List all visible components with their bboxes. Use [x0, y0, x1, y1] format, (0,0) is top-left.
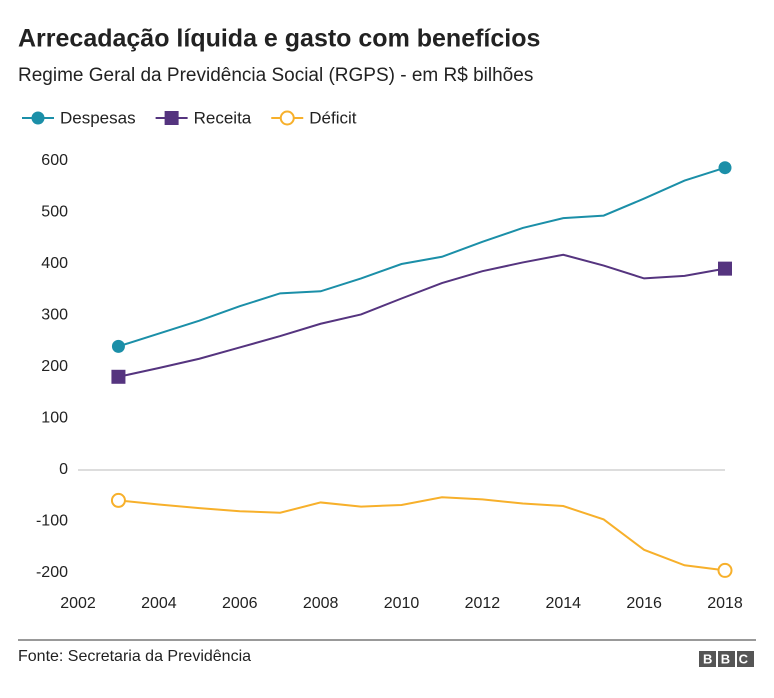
- logo-box: [718, 651, 735, 667]
- series-line: [118, 253, 726, 378]
- x-tick-label: 2010: [384, 595, 420, 612]
- marker: [718, 161, 732, 175]
- x-tick-label: 2004: [141, 595, 177, 612]
- x-tick-label: 2008: [303, 595, 339, 612]
- logo-text: BBC: [703, 651, 756, 666]
- y-tick-label: 100: [41, 410, 68, 427]
- x-tick-label: 2018: [707, 595, 743, 612]
- legend-label: Receita: [194, 108, 252, 127]
- x-tick-label: 2016: [626, 595, 662, 612]
- marker: [279, 110, 295, 126]
- y-tick-label: -200: [36, 564, 68, 581]
- legend-item: Déficit: [271, 108, 357, 127]
- y-tick-label: 200: [41, 358, 68, 375]
- series-line: [118, 166, 726, 348]
- x-tick-label: 2014: [545, 595, 581, 612]
- marker: [717, 562, 733, 578]
- legend-label: Despesas: [60, 108, 136, 127]
- logo-box: [699, 651, 716, 667]
- y-tick-label: 0: [59, 461, 68, 478]
- legend-item: Receita: [155, 108, 252, 127]
- y-tick-label: 500: [41, 204, 68, 221]
- x-tick-label: 2002: [60, 595, 96, 612]
- source: Fonte: Secretaria da Previdência: [18, 648, 251, 665]
- chart-title: Arrecadação líquida e gasto com benefíci…: [18, 25, 540, 53]
- logo: BBC: [699, 651, 756, 667]
- logo-box: [737, 651, 754, 667]
- y-tick-label: 600: [41, 152, 68, 169]
- y-tick-label: -100: [36, 513, 68, 530]
- legend-item: Despesas: [22, 108, 136, 127]
- marker: [31, 111, 45, 125]
- legend-label: Déficit: [309, 108, 357, 127]
- x-tick-label: 2006: [222, 595, 258, 612]
- marker: [111, 339, 125, 353]
- marker: [718, 261, 732, 276]
- y-tick-label: 400: [41, 255, 68, 272]
- y-tick-label: 300: [41, 307, 68, 324]
- chart-subtitle: Regime Geral da Previdência Social (RGPS…: [18, 65, 533, 86]
- x-tick-label: 2012: [465, 595, 501, 612]
- marker: [164, 111, 179, 125]
- marker: [111, 369, 126, 384]
- marker: [110, 492, 126, 508]
- series-line: [118, 496, 726, 572]
